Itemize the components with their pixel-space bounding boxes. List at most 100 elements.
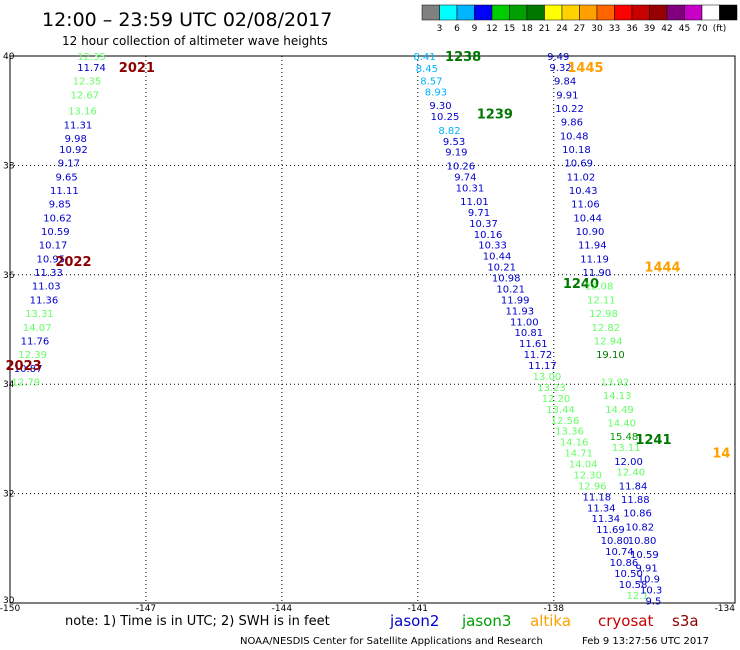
swh-value: 12.67 xyxy=(70,90,99,101)
swh-value: 10.92 xyxy=(59,145,88,156)
swh-value: 12.96 xyxy=(578,481,607,492)
swh-value: 11.88 xyxy=(621,495,650,506)
colorbar-swatch xyxy=(579,4,598,21)
colorbar-label: 33 xyxy=(609,24,620,34)
swh-value: 10.48 xyxy=(560,131,589,142)
colorbar-label: 45 xyxy=(679,24,690,34)
swh-value: 11.01 xyxy=(460,197,489,208)
satellite-legend-s3a: s3a xyxy=(672,612,699,630)
swh-value: 19.10 xyxy=(596,350,625,361)
lat-tick-label: 34 xyxy=(3,380,15,390)
page-subtitle: 12 hour collection of altimeter wave hei… xyxy=(62,34,328,48)
colorbar-swatch xyxy=(719,4,738,21)
swh-value: 9.32 xyxy=(549,63,571,74)
swh-value: 10.62 xyxy=(43,213,72,224)
swh-value: 13.23 xyxy=(537,383,566,394)
colorbar-swatch xyxy=(701,4,720,21)
swh-value: 8.45 xyxy=(416,64,438,75)
swh-value: 13.31 xyxy=(25,309,54,320)
swh-value: 13.92 xyxy=(601,377,630,388)
colorbar-label: 30 xyxy=(591,24,603,34)
pass-time-label: 1241 xyxy=(635,433,671,448)
swh-value: 10.43 xyxy=(569,186,598,197)
swh-value: 13.11 xyxy=(612,443,641,454)
swh-value: 11.11 xyxy=(50,186,79,197)
swh-value: 11.90 xyxy=(582,268,611,279)
swh-value: 11.84 xyxy=(619,481,648,492)
map-panel: 40 38 36 34 32 30 -150 -147 -144 -141 -138 -134 12… xyxy=(0,50,736,614)
altimeter-tracks: 12.3511.7412.3512.6713.1611.319.9810.929… xyxy=(6,50,731,607)
colorbar-label: 36 xyxy=(626,24,638,34)
pass-time-label: 1240 xyxy=(563,277,599,292)
swh-value: 10.44 xyxy=(483,252,512,263)
pass-time-label: 1238 xyxy=(445,50,481,65)
swh-value: 14.49 xyxy=(605,405,634,416)
colorbar-swatch xyxy=(439,4,458,21)
swh-value: 14.71 xyxy=(564,449,593,460)
colorbar-label: 9 xyxy=(472,24,478,34)
swh-value: 10.9 xyxy=(638,574,660,585)
swh-value: 12.1 xyxy=(626,591,648,602)
swh-value: 10.80 xyxy=(628,536,657,547)
swh-value: 12.40 xyxy=(616,468,645,479)
swh-value: 9.19 xyxy=(445,148,467,159)
colorbar-swatch xyxy=(491,4,510,21)
swh-value: 8.57 xyxy=(420,77,442,88)
swh-value: 12.30 xyxy=(573,470,602,481)
swh-value: 10.69 xyxy=(564,159,593,170)
swh-value: 9.86 xyxy=(561,118,583,129)
swh-value: 11.31 xyxy=(64,120,93,131)
swh-value: 9.71 xyxy=(468,208,490,219)
colorbar-swatch xyxy=(666,4,685,21)
satellite-legend-jason2: jason2 xyxy=(389,612,439,630)
swh-value: 9.17 xyxy=(58,159,80,170)
footer-credit: NOAA/NESDIS Center for Satellite Applica… xyxy=(240,636,543,647)
swh-value: 11.72 xyxy=(524,350,553,361)
colorbar-swatch xyxy=(561,4,580,21)
note-text: note: 1) Time is in UTC; 2) SWH is in fe… xyxy=(65,614,330,629)
swh-value: 11.34 xyxy=(592,514,621,525)
swh-value: 10.59 xyxy=(41,227,70,238)
swh-value: 10.86 xyxy=(610,558,639,569)
swh-value: 10.90 xyxy=(576,227,605,238)
satellite-legend-jason3: jason3 xyxy=(461,612,511,630)
swh-value: 9.91 xyxy=(636,563,658,574)
footer-timestamp: Feb 9 13:27:56 UTC 2017 xyxy=(582,636,709,647)
lat-tick-label: 38 xyxy=(3,161,15,171)
swh-value: 10.31 xyxy=(456,183,485,194)
swh-value: 11.74 xyxy=(77,63,106,74)
swh-value: 12.94 xyxy=(594,336,623,347)
swh-value: 14.16 xyxy=(560,438,589,449)
pass-time-label: 1239 xyxy=(477,107,513,122)
swh-value: 9.84 xyxy=(554,77,576,88)
swh-value: 10.17 xyxy=(39,241,68,252)
colorbar-swatch xyxy=(526,4,545,21)
pass-time-label: 1445 xyxy=(567,61,603,76)
colorbar-swatch xyxy=(614,4,633,21)
swh-value: 11.34 xyxy=(587,503,616,514)
colorbar-label: (ft) xyxy=(713,24,727,34)
lon-tick-label: -150 xyxy=(0,604,20,614)
swh-value: 11.03 xyxy=(32,282,61,293)
swh-value: 10.58 xyxy=(619,580,648,591)
swh-value: 10.21 xyxy=(487,263,516,274)
swh-value: 13.36 xyxy=(555,427,584,438)
swh-value: 12.35 xyxy=(73,77,102,88)
swh-value: 13.00 xyxy=(533,372,562,383)
swh-value: 15.48 xyxy=(610,432,639,443)
satellite-legend-altika: altika xyxy=(530,612,571,630)
satellite-legend-cryosat: cryosat xyxy=(598,612,653,630)
page-title: 12:00 – 23:59 UTC 02/08/2017 xyxy=(42,9,332,31)
swh-value: 14.07 xyxy=(23,323,52,334)
colorbar-swatch xyxy=(596,4,615,21)
swh-value: 9.5 xyxy=(645,596,661,607)
latitude-tick-labels: 40 38 36 34 32 30 xyxy=(3,52,15,606)
colorbar-label: 6 xyxy=(454,24,460,34)
swh-value: 10.21 xyxy=(496,284,525,295)
lat-tick-label: 36 xyxy=(3,271,15,281)
lon-tick-label: -141 xyxy=(408,604,428,614)
colorbar-label: 39 xyxy=(644,24,656,34)
swh-value: 9.85 xyxy=(49,200,71,211)
lon-tick-label: -144 xyxy=(272,604,293,614)
swh-value: 9.98 xyxy=(65,134,87,145)
